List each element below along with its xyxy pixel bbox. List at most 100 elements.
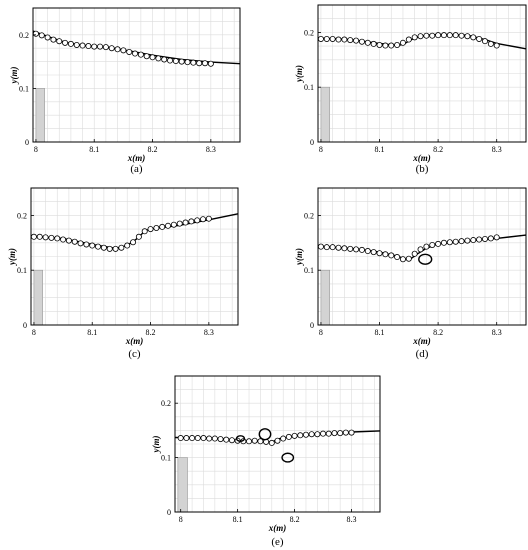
experimental-point — [165, 222, 172, 229]
x-tick-label: 8.3 — [206, 145, 216, 154]
x-tick-label: 8.3 — [492, 145, 502, 154]
y-axis-label: y(m) — [151, 436, 161, 454]
experimental-point — [149, 54, 156, 61]
experimental-point — [429, 241, 436, 248]
panel-caption: (e) — [271, 536, 284, 548]
experimental-point — [268, 439, 275, 446]
x-tick-label: 8.3 — [347, 515, 357, 524]
experimental-point — [202, 60, 209, 67]
experimental-point — [314, 431, 321, 438]
experimental-point — [348, 429, 355, 436]
experimental-point — [228, 437, 235, 444]
experimental-point — [62, 39, 69, 46]
experimental-point — [341, 36, 348, 43]
experimental-point — [207, 60, 214, 67]
experimental-point — [217, 436, 224, 443]
x-tick-label: 8.1 — [375, 328, 385, 337]
experimental-point — [411, 34, 418, 41]
experimental-point — [429, 32, 436, 39]
y-tick-label: 0.1 — [17, 266, 27, 275]
x-tick-label: 8.2 — [146, 328, 156, 337]
y-tick-label: 0.2 — [17, 211, 27, 220]
experimental-point — [100, 244, 107, 251]
experimental-point — [38, 32, 45, 39]
experimental-point — [178, 58, 185, 65]
experimental-point — [32, 30, 39, 37]
experimental-point — [358, 246, 365, 253]
experimental-point — [435, 32, 442, 39]
experimental-point — [60, 236, 67, 243]
experimental-point — [126, 48, 133, 55]
obstacle-block — [320, 86, 331, 143]
experimental-point — [89, 242, 96, 249]
experimental-point — [56, 38, 63, 45]
experimental-point — [189, 435, 196, 442]
experimental-point — [50, 36, 57, 43]
experimental-point — [196, 60, 203, 67]
experimental-point — [353, 246, 360, 253]
x-tick-label: 8.2 — [433, 328, 443, 337]
y-axis-label: y(m) — [294, 65, 304, 83]
experimental-point — [190, 59, 197, 66]
experimental-point — [394, 254, 401, 261]
experimental-point — [297, 432, 304, 439]
experimental-point — [124, 242, 131, 249]
experimental-point — [302, 431, 309, 438]
x-tick-label: 8.1 — [89, 145, 99, 154]
experimental-point — [329, 244, 336, 251]
experimental-point — [194, 435, 201, 442]
experimental-point — [458, 238, 465, 245]
experimental-point — [167, 57, 174, 64]
plot-frame — [317, 4, 527, 143]
experimental-point — [446, 32, 453, 39]
x-tick-label: 8 — [179, 515, 183, 524]
experimental-point — [147, 226, 154, 233]
experimental-point — [205, 215, 212, 222]
y-tick-label: 0 — [310, 138, 314, 147]
experimental-point — [211, 435, 218, 442]
experimental-point — [291, 432, 298, 439]
y-tick-label: 0 — [167, 508, 171, 517]
experimental-point — [376, 250, 383, 257]
experimental-point — [91, 43, 98, 50]
experimental-point — [382, 251, 389, 258]
plot-frame — [317, 187, 527, 326]
vortex-loop — [281, 452, 295, 463]
experimental-point — [176, 220, 183, 227]
y-tick-label: 0.1 — [304, 266, 314, 275]
experimental-point — [200, 216, 207, 223]
experimental-point — [376, 42, 383, 49]
experimental-point — [280, 435, 287, 442]
experimental-point — [97, 43, 104, 50]
experimental-point — [331, 430, 338, 437]
experimental-point — [476, 35, 483, 42]
experimental-point — [317, 35, 324, 42]
experimental-point — [382, 42, 389, 49]
experimental-point — [353, 37, 360, 44]
experimental-point — [481, 38, 488, 45]
experimental-point — [405, 255, 412, 262]
x-axis-label: x(m) — [127, 153, 146, 163]
panel-c: 8 8.1 8.2 8.3 0 0.1 0.2 x(m) y(m) (c) — [7, 187, 239, 360]
experimental-point — [188, 218, 195, 225]
experimental-point — [370, 249, 377, 256]
experimental-point — [452, 238, 459, 245]
x-tick-label: 8.3 — [492, 328, 502, 337]
y-tick-label: 0.1 — [304, 83, 314, 92]
x-tick-label: 8 — [319, 328, 323, 337]
experimental-point — [388, 42, 395, 49]
experimental-point — [440, 32, 447, 39]
panel-a: 8 8.1 8.2 8.3 0 0.1 0.2 x(m) y(m) (a) — [9, 7, 241, 175]
experimental-point — [481, 235, 488, 242]
y-tick-label: 0.2 — [161, 399, 171, 408]
experimental-point — [320, 430, 327, 437]
x-tick-label: 8.2 — [433, 145, 443, 154]
experimental-point — [452, 32, 459, 39]
experimental-point — [476, 236, 483, 243]
experimental-point — [65, 237, 72, 244]
experimental-point — [285, 433, 292, 440]
experimental-point — [493, 42, 500, 49]
experimental-point — [411, 250, 418, 257]
experimental-point — [153, 225, 160, 232]
grid — [318, 5, 526, 142]
